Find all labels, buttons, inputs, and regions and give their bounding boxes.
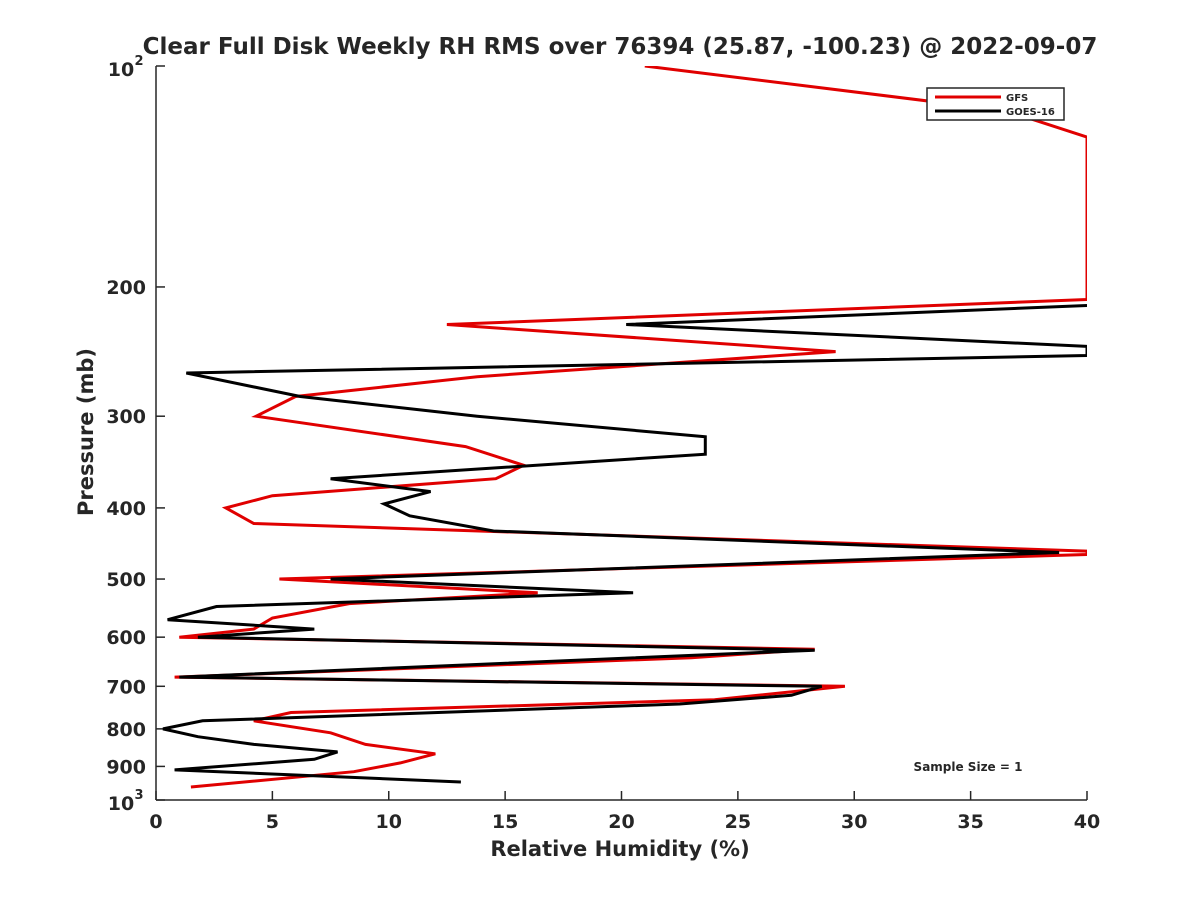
legend-label: GFS — [1006, 93, 1028, 104]
legend-box — [926, 87, 1065, 121]
series-line-gfs — [174, 66, 1087, 789]
x-tick-label: 5 — [266, 811, 279, 833]
series-lines — [162, 66, 1087, 789]
legend-items: GFS GOES-16 — [935, 93, 1055, 118]
y-tick-label: 500 — [106, 569, 146, 591]
y-axis-label: Pressure (mb) — [74, 348, 98, 516]
y-tick-label: 400 — [106, 498, 146, 520]
y-tick-exponent: 2 — [134, 54, 143, 69]
series-line-goes-16 — [162, 304, 1087, 784]
sample-size-annotation: Sample Size = 1 — [914, 760, 1023, 774]
x-tick-label: 30 — [841, 811, 867, 833]
x-tick-label: 40 — [1074, 811, 1100, 833]
x-tick-label: 15 — [492, 811, 518, 833]
legend-label: GOES-16 — [1006, 107, 1055, 118]
x-tick-label: 25 — [725, 811, 751, 833]
y-tick-label: 800 — [106, 719, 146, 741]
y-tick-label: 10 — [108, 793, 134, 815]
y-tick-exponent: 3 — [134, 788, 143, 803]
y-tick-label: 200 — [106, 277, 146, 299]
x-tick-label: 0 — [149, 811, 162, 833]
y-tick-label: 10 — [108, 59, 134, 81]
legend: GFS GOES-16 — [926, 87, 1065, 121]
y-tick-label: 900 — [106, 756, 146, 778]
chart-title: Clear Full Disk Weekly RH RMS over 76394… — [143, 34, 1098, 60]
x-tick-label: 10 — [376, 811, 402, 833]
y-tick-label: 700 — [106, 676, 146, 698]
x-axis-ticks: 0 5 10 15 20 25 30 35 40 — [149, 791, 1100, 833]
y-tick-label: 300 — [106, 406, 146, 428]
x-axis-label: Relative Humidity (%) — [490, 837, 749, 861]
y-tick-label: 600 — [106, 627, 146, 649]
x-tick-label: 35 — [957, 811, 983, 833]
x-tick-label: 20 — [608, 811, 634, 833]
